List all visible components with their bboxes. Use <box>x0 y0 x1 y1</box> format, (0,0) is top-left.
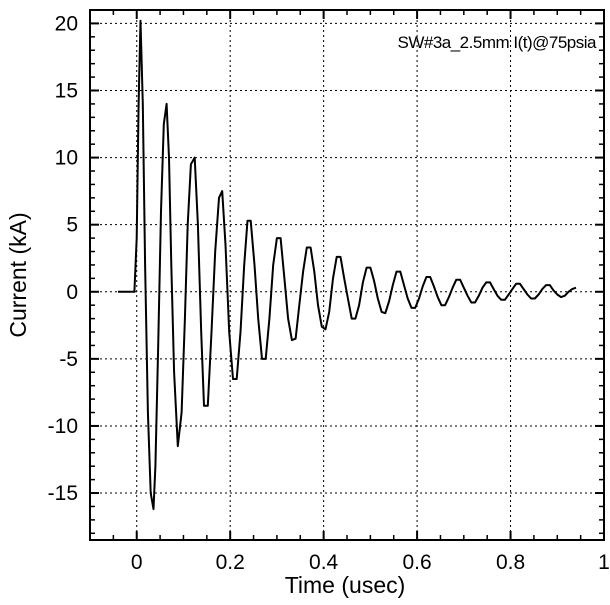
plot-frame <box>89 9 605 541</box>
x-tick-label: 0 <box>131 551 143 574</box>
series-line <box>118 19 577 511</box>
y-tick-label: 5 <box>66 214 78 237</box>
grid-lines <box>90 10 604 540</box>
x-tick-label: 0.8 <box>496 551 525 574</box>
chart-annotation: SW#3a_2.5mm I(t)@75psia <box>397 33 597 52</box>
y-tick-label: 20 <box>55 12 78 35</box>
x-tick-label: 0.4 <box>309 551 339 574</box>
y-tick-label: 10 <box>55 147 78 170</box>
y-axis-title: Current (kA) <box>5 212 31 337</box>
y-tick-label: -5 <box>59 348 78 371</box>
x-axis-title: Time (usec) <box>285 572 406 598</box>
x-tick-label: 0.2 <box>216 551 245 574</box>
y-tick-label: -15 <box>48 482 78 505</box>
y-tick-label: 15 <box>55 80 78 103</box>
x-tick-labels: 0 0.2 0.4 0.6 0.8 1 <box>131 551 610 574</box>
y-tick-label: -10 <box>48 415 78 438</box>
minor-ticks <box>90 10 604 540</box>
y-tick-label: 0 <box>66 281 78 304</box>
x-tick-label: 1 <box>598 551 610 574</box>
major-ticks <box>90 10 605 540</box>
x-tick-label: 0.6 <box>402 551 431 574</box>
y-tick-labels: -15 -10 -5 0 5 10 15 20 <box>48 12 78 505</box>
